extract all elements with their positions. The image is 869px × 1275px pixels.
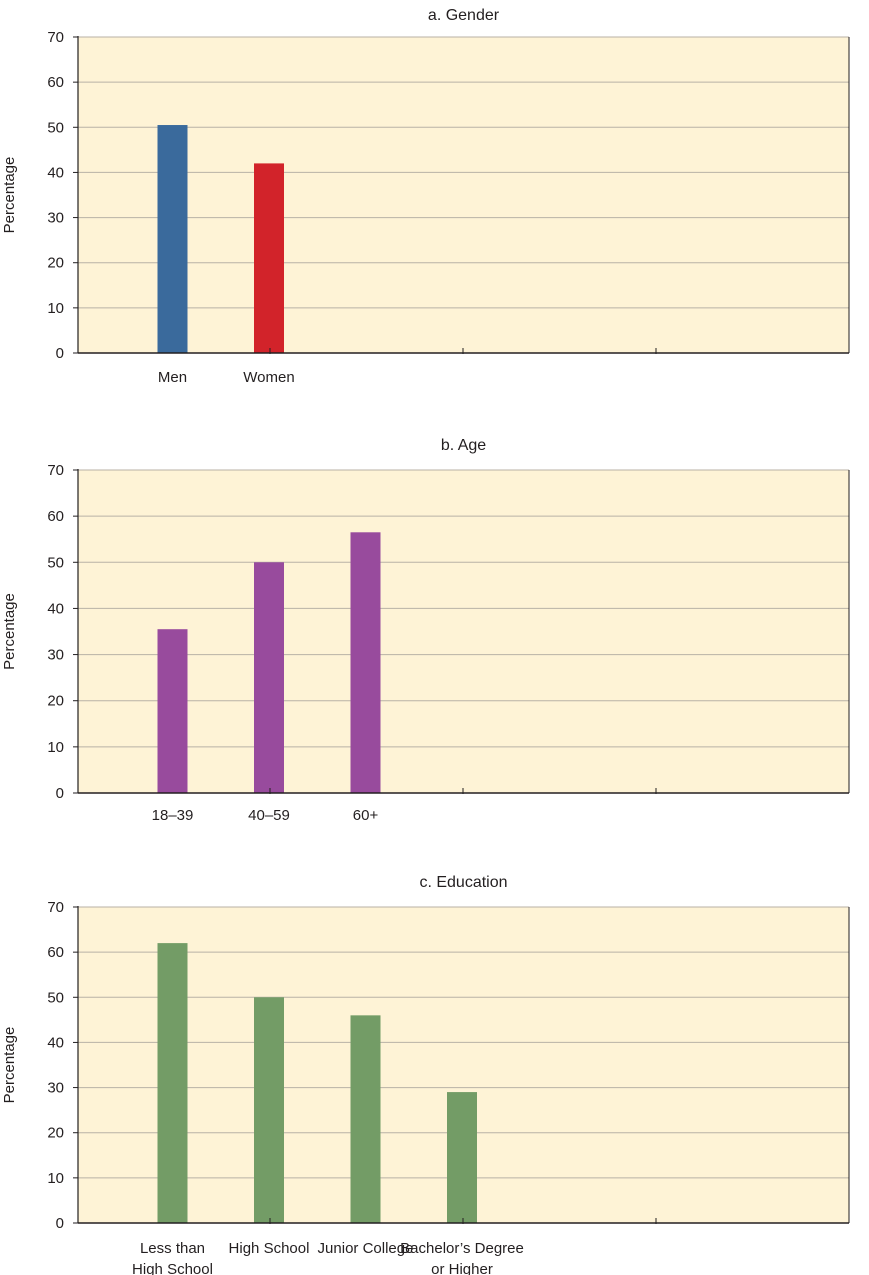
chart-title: c. Education bbox=[419, 874, 507, 891]
y-tick-label: 30 bbox=[47, 210, 64, 227]
y-tick-label: 40 bbox=[47, 1034, 64, 1051]
bar bbox=[350, 532, 381, 793]
chart-panel: 0 10 20 30 40 50 60 70 Less than High School High … bbox=[1, 874, 850, 1275]
chart-title: a. Gender bbox=[428, 7, 500, 24]
bar bbox=[254, 997, 284, 1223]
y-tick-label: 20 bbox=[47, 1125, 64, 1142]
bar bbox=[350, 1015, 381, 1223]
y-tick-label: 0 bbox=[56, 785, 64, 802]
y-tick-label: 30 bbox=[47, 647, 64, 664]
y-tick-label: 50 bbox=[47, 989, 64, 1006]
bar bbox=[447, 1092, 477, 1223]
x-category-label: High School bbox=[229, 1240, 310, 1257]
bar bbox=[157, 125, 188, 354]
y-tick-label: 70 bbox=[47, 899, 64, 916]
x-category-label: Men bbox=[158, 369, 187, 386]
x-category-label: 60+ bbox=[353, 807, 379, 824]
x-category-label: 40–59 bbox=[248, 807, 290, 824]
x-category-label: Less than bbox=[140, 1240, 205, 1257]
y-axis-label: Percentage bbox=[1, 593, 18, 670]
y-tick-label: 60 bbox=[47, 508, 64, 525]
x-category-label: High School bbox=[132, 1261, 213, 1275]
y-axis-label: Percentage bbox=[1, 157, 18, 234]
y-tick-label: 60 bbox=[47, 944, 64, 961]
y-tick-label: 70 bbox=[47, 29, 64, 46]
plot-background bbox=[78, 470, 849, 793]
bar bbox=[254, 163, 284, 353]
y-tick-label: 50 bbox=[47, 119, 64, 136]
bar bbox=[157, 629, 188, 793]
y-tick-label: 40 bbox=[47, 164, 64, 181]
x-category-label: 18–39 bbox=[152, 807, 194, 824]
y-tick-label: 0 bbox=[56, 1215, 64, 1232]
bar bbox=[157, 943, 188, 1223]
chart-panel: 0 10 20 30 40 50 60 70 Men Women a. Gender Percenta… bbox=[1, 7, 850, 386]
y-tick-label: 0 bbox=[56, 345, 64, 362]
y-tick-label: 20 bbox=[47, 255, 64, 272]
y-tick-label: 10 bbox=[47, 1170, 64, 1187]
y-tick-label: 60 bbox=[47, 74, 64, 91]
bar bbox=[254, 562, 284, 793]
y-tick-label: 20 bbox=[47, 693, 64, 710]
y-tick-label: 40 bbox=[47, 600, 64, 617]
y-axis-label: Percentage bbox=[1, 1027, 18, 1104]
chart-title: b. Age bbox=[441, 437, 486, 454]
x-category-label: Junior College bbox=[318, 1240, 414, 1257]
y-tick-label: 30 bbox=[47, 1080, 64, 1097]
y-tick-label: 10 bbox=[47, 739, 64, 756]
plot-background bbox=[78, 37, 849, 353]
y-tick-label: 10 bbox=[47, 300, 64, 317]
x-category-label: Bachelor’s Degree bbox=[400, 1240, 524, 1257]
chart-panel: 0 10 20 30 40 50 60 70 18–39 40–59 60+ b. Age Percen… bbox=[1, 437, 850, 824]
x-category-label: or Higher bbox=[431, 1261, 493, 1275]
x-category-label: Women bbox=[243, 369, 294, 386]
y-tick-label: 50 bbox=[47, 554, 64, 571]
y-tick-label: 70 bbox=[47, 462, 64, 479]
